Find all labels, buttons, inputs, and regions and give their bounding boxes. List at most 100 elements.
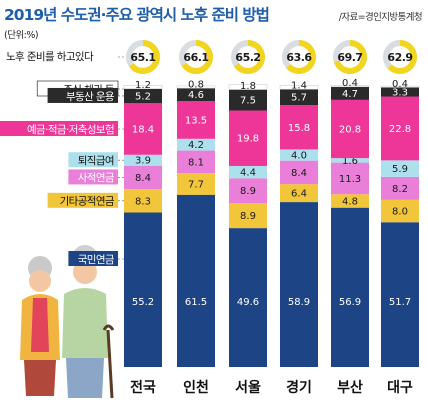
source-note: /자료=경인지방통계청 (338, 12, 423, 23)
bar-segment (280, 202, 318, 367)
bar-segment (381, 160, 419, 177)
value-label: 7.5 (240, 96, 256, 107)
value-label: 5.2 (135, 91, 151, 102)
legend-label: 사적연금 (78, 172, 115, 184)
value-label: 8.3 (135, 196, 151, 207)
bar-segment (177, 138, 215, 151)
bar-segment (380, 85, 420, 88)
legend-label: 국민연금 (78, 254, 115, 266)
legend-swatch (68, 251, 118, 266)
value-label: 8.2 (392, 184, 408, 195)
legend-label: 기타공적연금 (60, 196, 115, 208)
value-label: 18.4 (132, 125, 154, 136)
bar-segment (124, 189, 162, 213)
bar-segment (124, 88, 162, 104)
value-label: 56.9 (339, 297, 361, 308)
legend-swatch (47, 87, 118, 103)
bar-segment (228, 84, 268, 90)
value-label: 0.8 (188, 80, 204, 91)
value-label: 4.6 (188, 90, 204, 101)
man-sweater (62, 288, 108, 358)
legend-swatch (0, 121, 119, 136)
bar-segment (124, 154, 162, 166)
bar-segment (123, 85, 163, 89)
category-label: 서울 (235, 379, 261, 396)
donut-arc (333, 40, 367, 74)
prepared-rate-label: 63.6 (286, 51, 312, 64)
donut-arc (282, 40, 316, 74)
donut-arc (231, 40, 265, 74)
bar-segment (280, 149, 318, 161)
bar-area: 55.2 8.3 8.4 3.9 18.4 5.21.2 61.5 7.7 8.1 4.2 13.5… (123, 78, 420, 367)
donut-arc (383, 40, 417, 74)
bar-segment (124, 103, 162, 155)
bar-segment (280, 89, 318, 106)
value-label: 8.4 (291, 168, 307, 179)
bar-segment (331, 99, 369, 159)
category-label: 대구 (387, 380, 413, 396)
value-label: 8.0 (392, 207, 408, 218)
elderly-couple-illustration (20, 245, 115, 399)
value-label: 22.8 (389, 124, 411, 135)
woman-skirt (24, 360, 56, 396)
bar-segment (177, 150, 215, 174)
bar-segment (229, 178, 267, 204)
bar-segment (229, 89, 267, 111)
bar-segment (280, 105, 318, 150)
legend-label: 퇴직급여 (78, 155, 114, 167)
walking-cane (106, 329, 114, 399)
bar-segment (229, 228, 267, 367)
bar-segment (124, 165, 162, 190)
value-label: 4.4 (240, 168, 256, 179)
legend-swatch (47, 192, 118, 208)
value-label: 8.9 (240, 186, 256, 197)
bar-segment (177, 194, 215, 367)
bar-segment (177, 173, 215, 195)
bar-segment (331, 207, 369, 367)
bar-segment (330, 85, 370, 88)
value-label: 8.1 (188, 157, 204, 168)
bar-segment (279, 85, 319, 90)
value-label: 0.4 (342, 78, 358, 89)
value-label: 1.6 (342, 156, 358, 167)
bar-segment (176, 85, 216, 89)
bar-segment (331, 162, 369, 195)
bar-segment (124, 212, 162, 367)
bar-segment (381, 222, 419, 367)
value-label: 6.4 (291, 189, 307, 200)
bar-segment (331, 158, 369, 163)
category-label: 전국 (130, 379, 156, 396)
value-label: 4.2 (188, 140, 204, 151)
legend-swatch (68, 169, 118, 185)
chart-title: 2019년 수도권·주요 광역시 노후 준비 방법 (4, 6, 270, 24)
unit-label: (단위:%) (4, 30, 39, 41)
prepared-rate-label: 65.2 (235, 51, 260, 64)
value-label: 8.9 (240, 211, 256, 222)
value-label: 0.4 (392, 79, 408, 90)
bar-segment (229, 165, 267, 179)
man-trousers (66, 358, 104, 398)
category-label: 경기 (286, 379, 312, 396)
bar-segment (229, 110, 267, 166)
woman-dress (31, 298, 49, 352)
value-label: 15.8 (288, 123, 310, 134)
donut-arc (126, 40, 160, 74)
value-label: 58.9 (288, 297, 310, 308)
bar-segment (331, 86, 369, 100)
bar-segment (280, 184, 318, 203)
value-label: 4.7 (342, 89, 358, 100)
prepared-rate-label: 69.7 (337, 51, 362, 64)
prepared-rate-label: 65.1 (130, 51, 155, 64)
value-label: 49.6 (237, 297, 259, 308)
bar-segment (280, 160, 318, 185)
value-label: 5.7 (291, 93, 307, 104)
bar-segment (331, 194, 369, 208)
value-label: 20.8 (339, 125, 361, 136)
x-axis-labels: 전국 인천 서울 경기 부산 대구 (130, 379, 413, 396)
legend: 주식·채권 등부동산 운용예금·적금·저축성보험퇴직급여사적연금기타공적연금국민… (0, 80, 124, 266)
value-label: 61.5 (185, 297, 207, 308)
donut-arc (179, 40, 213, 74)
legend-label: 부동산 운용 (66, 91, 115, 103)
chart-header: 2019년 수도권·주요 광역시 노후 준비 방법 /자료=경인지방통계청 (단… (0, 0, 428, 41)
